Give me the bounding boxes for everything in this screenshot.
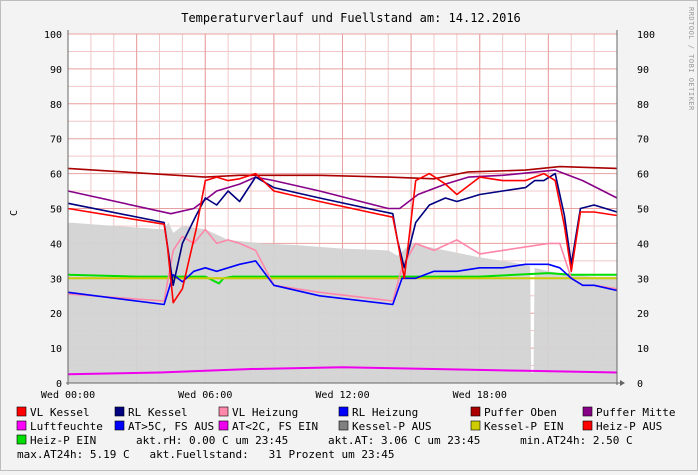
y-tick-label-left: 0 <box>56 379 62 390</box>
legend-swatch <box>218 420 229 431</box>
y-tick-label-right: 50 <box>637 205 649 216</box>
legend-swatch <box>16 420 27 431</box>
x-tick-label: Wed 06:00 <box>178 390 232 401</box>
x-axis-arrow <box>620 380 625 386</box>
y-tick-label-left: 100 <box>44 30 62 41</box>
legend-label: Kessel-P AUS <box>352 420 431 433</box>
legend: VL Kessel RL Kessel VL Heizung RL Heizung Pu… <box>16 406 675 445</box>
legend-swatch <box>470 406 481 417</box>
legend-label: AT<2C, FS EIN <box>232 420 318 433</box>
y-tick-label-right: 10 <box>637 344 649 355</box>
legend-swatch <box>114 420 125 431</box>
y-axis-label: C <box>9 210 20 216</box>
legend-label: Kessel-P EIN <box>484 420 563 433</box>
x-tick-label: Wed 18:00 <box>453 390 507 401</box>
y-tick-label-right: 70 <box>637 135 649 146</box>
legend-swatch <box>16 434 27 445</box>
chart-title: Temperaturverlauf und Fuellstand am: 14.… <box>181 11 521 25</box>
legend-label: RL Heizung <box>352 406 418 419</box>
y-tick-label-left: 70 <box>50 135 62 146</box>
legend-label: Puffer Oben <box>484 406 557 419</box>
legend-swatch <box>582 406 593 417</box>
series-line-puffer-mitte <box>67 169 618 215</box>
series-line-vl-kessel <box>67 172 618 304</box>
extra-line-2 <box>67 366 618 376</box>
y-tick-label-left: 10 <box>50 344 62 355</box>
y-tick-label-right: 60 <box>637 170 649 181</box>
fill-layer <box>68 222 617 383</box>
y-tick-label-left: 60 <box>50 170 62 181</box>
x-tick-label: Wed 12:00 <box>315 390 369 401</box>
y-tick-label-left: 90 <box>50 65 62 76</box>
y-tick-label-right: 30 <box>637 274 649 285</box>
legend-label: AT>5C, FS AUS <box>128 420 214 433</box>
y-tick-label-right: 90 <box>637 65 649 76</box>
series-line-rl-heizung <box>67 260 618 306</box>
legend-swatch <box>16 406 27 417</box>
y-tick-label-left: 80 <box>50 100 62 111</box>
x-tick-label: Wed 00:00 <box>41 390 95 401</box>
line-layer <box>67 165 618 376</box>
y-tick-label-right: 100 <box>637 30 655 41</box>
series-line-puffer-oben <box>67 165 618 180</box>
legend-swatch <box>582 420 593 431</box>
legend-label: VL Kessel <box>30 406 90 419</box>
legend-label: VL Heizung <box>232 406 298 419</box>
y-tick-label-right: 80 <box>637 100 649 111</box>
y-tick-label-left: 40 <box>50 239 62 250</box>
series-line-vl-heizung <box>67 228 618 302</box>
y-tick-label-right: 0 <box>637 379 643 390</box>
axes-layer: 0 0 10 10 20 20 30 30 40 40 50 50 60 60 70 70 80 80 90 90 10… <box>41 30 655 401</box>
rrdtool-credit: RRDTOOL / TOBI OETIKER <box>687 7 695 111</box>
legend-label: Luftfeuchte <box>30 420 103 433</box>
y-tick-label-left: 30 <box>50 274 62 285</box>
legend-swatch <box>114 406 125 417</box>
y-tick-label-left: 50 <box>50 205 62 216</box>
legend-label: RL Kessel <box>128 406 188 419</box>
footer-line-2: max.AT24h: 5.19 C akt.Fuellstand: 31 Pro… <box>17 448 395 461</box>
legend-label: Puffer Mitte <box>596 406 675 419</box>
legend-swatch <box>338 406 349 417</box>
legend-swatch <box>218 406 229 417</box>
footer-line-1: Heiz-P EIN akt.rH: 0.00 C um 23:45 akt.A… <box>30 434 633 447</box>
extra-line-0 <box>67 272 617 285</box>
y-tick-label-right: 20 <box>637 309 649 320</box>
series-line-rl-kessel <box>67 172 618 287</box>
legend-swatch <box>470 420 481 431</box>
y-tick-label-right: 40 <box>637 239 649 250</box>
legend-label: Heiz-P AUS <box>596 420 662 433</box>
y-tick-label-left: 20 <box>50 309 62 320</box>
fuellstand-area <box>68 222 617 383</box>
legend-swatch <box>338 420 349 431</box>
